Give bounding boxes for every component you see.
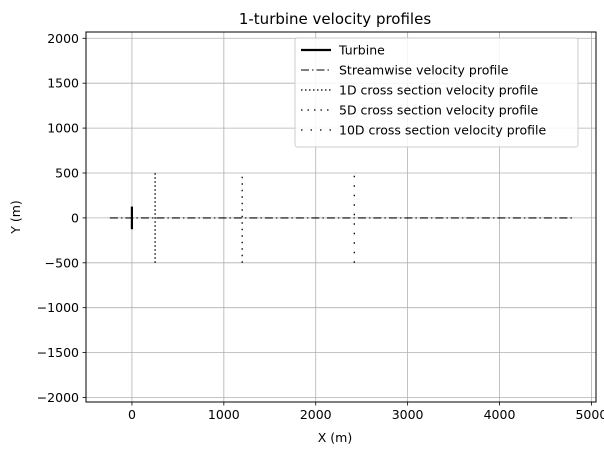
x-tick-label: 0 xyxy=(128,407,136,422)
y-tick-label: 500 xyxy=(55,165,79,180)
legend-label-1: Streamwise velocity profile xyxy=(339,63,509,78)
ticks: 0 1000 2000 3000 4000 5000−2000−1500−1000−500… xyxy=(37,31,604,422)
x-tick-label: 3000 xyxy=(392,407,424,422)
legend-label-3: 5D cross section velocity profile xyxy=(339,103,539,118)
y-tick-label: −1000 xyxy=(37,300,79,315)
legend-label-4: 10D cross section velocity profile xyxy=(339,123,546,138)
y-tick-label: −2000 xyxy=(37,390,79,405)
y-tick-label: 1500 xyxy=(47,76,79,91)
y-tick-label: −500 xyxy=(45,255,79,270)
legend-label-0: Turbine xyxy=(338,43,385,58)
chart-title: 1-turbine velocity profiles xyxy=(239,10,431,28)
y-tick-label: 0 xyxy=(71,210,79,225)
x-tick-label: 5000 xyxy=(575,407,604,422)
y-tick-label: −1500 xyxy=(37,345,79,360)
legend: Turbine Streamwise velocity profile 1D cro… xyxy=(294,37,579,148)
plot-frame xyxy=(85,31,597,403)
x-axis-title: X (m) xyxy=(318,430,352,445)
legend-label-2: 1D cross section velocity profile xyxy=(339,83,539,98)
x-tick-label: 4000 xyxy=(484,407,516,422)
x-tick-label: 1000 xyxy=(208,407,240,422)
x-tick-label: 2000 xyxy=(300,407,332,422)
legend-box xyxy=(294,37,579,148)
series-group xyxy=(109,173,573,263)
y-tick-label: 2000 xyxy=(47,31,79,46)
y-tick-label: 1000 xyxy=(47,121,79,136)
y-axis-title: Y (m) xyxy=(8,200,23,235)
